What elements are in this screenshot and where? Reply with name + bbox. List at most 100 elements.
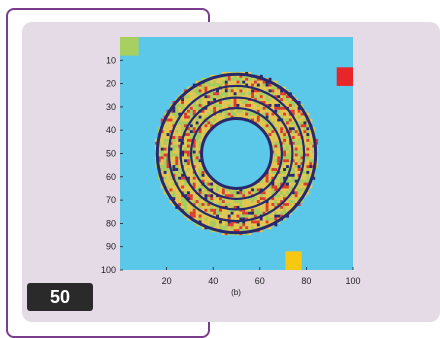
heatmap-cell bbox=[172, 106, 176, 110]
heatmap-cell bbox=[309, 138, 313, 142]
heatmap-cell bbox=[172, 150, 176, 154]
heatmap-cell bbox=[262, 205, 266, 209]
heatmap-cell bbox=[219, 103, 222, 107]
heatmap-cell bbox=[306, 150, 310, 154]
heatmap-cell bbox=[189, 208, 193, 212]
heatmap-cell bbox=[227, 115, 231, 119]
heatmap-cell bbox=[268, 185, 272, 189]
heatmap-cell bbox=[201, 118, 205, 122]
heatmap-cell bbox=[210, 109, 214, 113]
heatmap-cell bbox=[186, 136, 190, 139]
heatmap-cell bbox=[274, 80, 278, 84]
heatmap-cell bbox=[172, 118, 176, 122]
x-tick-label: 60 bbox=[255, 276, 265, 286]
heatmap-cell bbox=[204, 80, 208, 84]
heatmap-cell bbox=[184, 168, 188, 172]
heatmap-cell bbox=[184, 185, 188, 189]
heatmap-cell bbox=[204, 109, 208, 113]
heatmap-cell bbox=[195, 168, 199, 172]
heatmap-cell bbox=[189, 130, 193, 134]
heatmap-cell bbox=[213, 115, 217, 119]
heatmap-cell bbox=[230, 194, 234, 198]
heatmap-cell bbox=[253, 77, 257, 81]
heatmap-cell bbox=[277, 214, 281, 218]
heatmap-cell bbox=[294, 188, 298, 192]
heatmap-cell bbox=[210, 229, 214, 233]
heatmap-cell bbox=[181, 101, 185, 105]
heatmap-cell bbox=[195, 197, 199, 201]
heatmap-cell bbox=[166, 133, 170, 137]
heatmap-cell bbox=[181, 185, 185, 189]
heatmap-cell bbox=[274, 153, 278, 157]
heatmap-cell bbox=[286, 168, 289, 172]
heatmap-cell bbox=[224, 86, 228, 90]
heatmap-cell bbox=[207, 101, 211, 105]
heatmap-cell bbox=[198, 86, 202, 90]
heatmap-cell bbox=[277, 150, 281, 154]
heatmap-cell bbox=[233, 101, 237, 105]
heatmap-cell bbox=[245, 194, 249, 198]
heatmap-cell bbox=[262, 83, 266, 87]
heatmap-cell bbox=[213, 200, 217, 204]
heatmap-cell bbox=[186, 191, 190, 195]
heatmap-cell bbox=[297, 188, 301, 192]
heatmap-cell bbox=[233, 98, 237, 102]
heatmap-cell bbox=[189, 170, 193, 174]
heatmap-cell bbox=[242, 115, 246, 119]
heatmap-cell bbox=[181, 121, 185, 125]
heatmap-cell bbox=[265, 194, 269, 198]
heatmap-cell bbox=[288, 103, 292, 107]
heatmap-cell bbox=[169, 179, 173, 183]
heatmap-cell bbox=[227, 188, 231, 192]
heatmap-cell bbox=[210, 211, 214, 215]
heatmap-cell bbox=[181, 106, 185, 110]
heatmap-cell bbox=[239, 200, 243, 204]
heatmap-cell bbox=[195, 208, 199, 212]
heatmap-cell bbox=[189, 115, 193, 119]
heatmap-cell bbox=[309, 147, 313, 151]
heatmap-cell bbox=[227, 74, 231, 78]
heatmap-cell bbox=[213, 106, 217, 110]
heatmap-cell bbox=[181, 144, 185, 148]
heatmap-cell bbox=[300, 173, 304, 177]
heatmap-cell bbox=[271, 141, 275, 145]
heatmap-cell bbox=[268, 205, 272, 209]
heatmap-cell bbox=[163, 133, 167, 137]
heatmap-cell bbox=[178, 165, 182, 169]
heatmap-cell bbox=[265, 98, 269, 102]
heatmap-cell bbox=[201, 112, 205, 116]
heatmap-cell bbox=[242, 211, 246, 215]
heatmap-cell bbox=[300, 159, 304, 163]
heatmap-cell bbox=[291, 133, 295, 137]
heatmap-cell bbox=[256, 188, 260, 192]
heatmap-cell bbox=[233, 80, 237, 84]
heatmap-cell bbox=[288, 188, 292, 192]
heatmap-cell bbox=[230, 109, 234, 113]
heatmap-cell bbox=[169, 176, 173, 180]
heatmap-cell bbox=[294, 109, 298, 113]
heatmap-cell bbox=[306, 176, 310, 180]
heatmap-cell bbox=[297, 191, 301, 195]
heatmap-cell bbox=[256, 182, 260, 186]
heatmap-cell bbox=[251, 95, 255, 99]
heatmap-cell bbox=[251, 115, 255, 119]
heatmap-cell bbox=[195, 203, 199, 206]
heatmap-cell bbox=[166, 138, 170, 142]
heatmap-cell bbox=[195, 153, 199, 157]
heatmap-cell bbox=[265, 130, 269, 134]
heatmap-cell bbox=[227, 83, 231, 87]
heatmap-cell bbox=[259, 83, 263, 87]
heatmap-cell bbox=[186, 173, 190, 177]
heatmap-cell bbox=[268, 179, 272, 183]
heatmap-cell bbox=[198, 220, 202, 224]
heatmap-cell bbox=[163, 176, 167, 180]
heatmap-cell bbox=[201, 133, 205, 137]
heatmap-cell bbox=[259, 194, 263, 198]
heatmap-cell bbox=[291, 179, 295, 183]
heatmap-cell bbox=[178, 121, 182, 125]
heatmap-cell bbox=[253, 185, 257, 189]
heatmap-cell bbox=[283, 144, 287, 148]
heatmap-cell bbox=[280, 109, 284, 113]
heatmap-cell bbox=[175, 168, 179, 172]
heatmap-cell bbox=[184, 200, 188, 204]
